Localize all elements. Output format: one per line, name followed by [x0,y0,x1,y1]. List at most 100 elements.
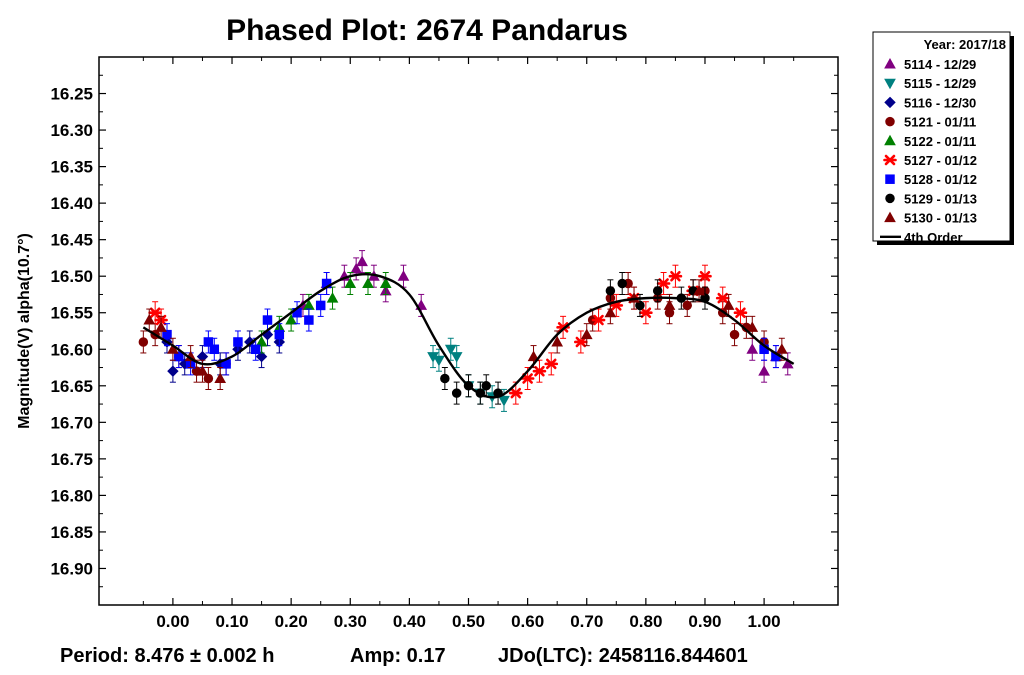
legend-title: Year: 2017/18 [924,37,1006,52]
legend-marker [883,154,897,166]
legend-marker [884,211,896,223]
data-point [143,314,156,325]
data-point [350,262,363,274]
legend-item: 5115 - 12/29 [884,76,976,91]
legend-label: 5127 - 01/12 [904,153,977,168]
legend-item-fit: 4th Order [880,230,963,245]
data-point [233,337,243,347]
data-point [520,373,535,384]
data-point [344,277,357,289]
footer-jdo: JDo(LTC): 2458116.844601 [498,645,748,667]
asterisk-stroke [149,307,161,318]
x-tick-label: 0.20 [275,612,308,631]
data-point [155,321,167,332]
y-axis-label: Magnitude(V) alpha(10.7°) [16,233,33,429]
data-point [451,388,462,398]
data-point [532,365,547,377]
data-point [262,315,273,325]
footer-period: Period: 8.476 ± 0.002 h [60,645,274,667]
asterisk-stroke [593,314,604,326]
data-point [433,355,445,367]
data-point [209,344,220,355]
data-point [544,358,559,370]
data-point [746,343,759,354]
legend-label: 5114 - 12/29 [904,57,976,72]
data-point [605,286,616,296]
y-tick-label: 16.50 [50,267,93,286]
data-point [551,335,564,347]
data-point [174,351,184,362]
data-point [508,387,523,399]
y-tick-label: 16.30 [50,121,93,140]
legend-items: 5114 - 12/29 5115 - 12/29 5116 - 12/30 5121… [880,57,977,245]
data-point [167,365,179,377]
plot-marks [138,250,795,412]
asterisk-stroke [522,373,533,384]
data-point [274,329,285,340]
legend-item: 5116 - 12/30 [884,95,976,110]
legend-label: 5121 - 01/11 [904,115,976,130]
legend-marker [884,57,896,69]
x-tick-label: 0.80 [629,612,662,631]
series-1 [427,337,510,412]
data-point [356,255,368,267]
data-point [580,328,593,340]
legend-item: 5130 - 01/13 [884,211,977,226]
data-point [635,300,645,311]
asterisk-stroke [640,307,652,318]
y-tick-label: 16.35 [50,158,93,177]
data-point [758,365,770,376]
footer-amplitude: Amp: 0.17 [350,645,446,667]
data-point [214,372,227,383]
data-point [715,292,730,304]
asterisk-stroke [611,300,622,311]
data-point [656,278,671,289]
fit-curve [142,272,795,399]
data-point [362,277,374,289]
data-point [682,300,692,311]
asterisk-stroke [546,358,557,370]
legend-item: 5128 - 01/12 [885,172,977,187]
legend-label: 5122 - 01/11 [904,134,976,149]
x-tick-label: 0.00 [156,612,189,631]
legend-label: 5130 - 01/13 [904,211,977,226]
data-point [693,284,705,296]
data-point [203,373,214,384]
chart-title: Phased Plot: 2674 Pandarus [226,14,628,47]
data-point [326,292,339,303]
y-tick-label: 16.85 [50,523,93,542]
plot-area-frame [98,56,839,606]
asterisk-stroke [699,270,711,282]
y-tick-label: 16.40 [50,194,93,213]
data-point [698,270,712,282]
data-point [203,337,214,347]
data-point [574,336,588,348]
legend-label: 5116 - 12/30 [904,95,976,110]
y-tick-label: 16.90 [50,559,93,578]
legend-label: 5115 - 12/29 [904,76,976,91]
legend-item: 5129 - 01/13 [885,191,977,206]
legend-item: 5122 - 01/11 [884,134,976,149]
y-axis: 16.25 16.30 16.35 16.40 16.45 16.50 16.55 16.60… [50,74,838,588]
data-point [481,381,491,391]
data-point [450,352,463,363]
data-point [255,335,268,347]
legend-marker [884,134,896,146]
data-point [527,350,540,362]
x-tick-label: 0.90 [688,612,721,631]
y-tick-label: 16.65 [50,377,93,396]
legend-marker [884,96,896,109]
data-point [639,307,653,318]
data-point [722,299,735,310]
data-point [167,343,179,354]
x-tick-label: 0.60 [511,612,544,631]
x-tick-label: 0.10 [215,612,248,631]
legend-label: 5128 - 01/12 [904,172,977,187]
x-tick-label: 0.30 [334,612,367,631]
series-0 [297,250,794,383]
data-point [196,365,209,376]
legend-marker [884,78,896,90]
data-point [617,278,627,289]
